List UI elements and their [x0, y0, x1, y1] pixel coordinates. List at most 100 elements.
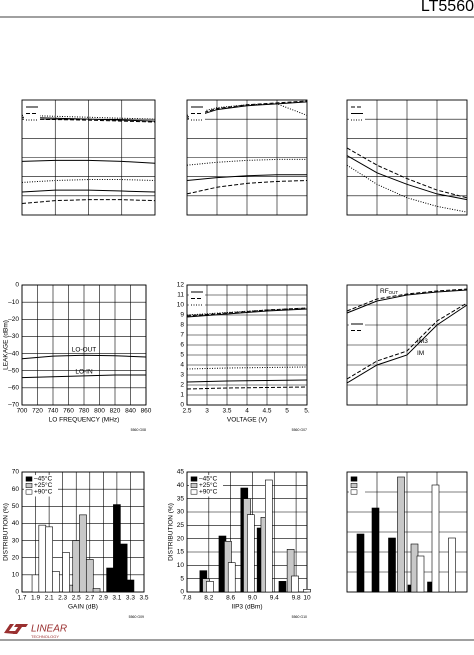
x-tick-label: 700	[17, 408, 28, 415]
y-tick-label: 10	[177, 562, 185, 569]
x-tick-label: 1.7	[17, 595, 26, 602]
bar	[247, 514, 255, 593]
x-tick-label: 2.1	[45, 595, 54, 602]
bar	[286, 549, 295, 593]
bar	[38, 524, 47, 593]
bar	[265, 479, 273, 593]
y-tick-label: –10	[8, 299, 19, 306]
x-axis-label: LO FREQUENCY (MHz)	[49, 417, 120, 424]
y-tick-label: –60	[8, 385, 19, 392]
series-line	[346, 289, 468, 314]
series-line	[186, 174, 307, 181]
x-tick-label: 9.0	[248, 595, 257, 602]
y-tick-label: 40	[12, 520, 20, 527]
legend-swatch	[350, 483, 358, 488]
series-line	[346, 164, 468, 213]
bar	[278, 581, 287, 593]
plot-frame	[186, 99, 308, 216]
legend-swatch	[190, 483, 198, 488]
bar	[106, 567, 114, 593]
figure-note: 5560 G07	[292, 428, 307, 432]
legend-swatch	[190, 489, 198, 495]
bar	[388, 537, 396, 593]
series-line	[21, 374, 146, 379]
y-tick-label: 1	[180, 392, 184, 399]
x-tick-label: 10	[303, 595, 311, 602]
bar	[119, 543, 128, 593]
x-axis-label: GAIN (dB)	[68, 604, 98, 611]
x-tick-label: 8.6	[226, 595, 235, 602]
x-tick-label: 760	[63, 408, 74, 415]
annotation-subscript: OUT	[389, 290, 399, 295]
y-tick-label: 20	[12, 554, 20, 561]
series-line	[186, 307, 308, 316]
y-tick-label: 11	[177, 292, 184, 299]
legend-label: +25°C	[199, 481, 218, 489]
y-tick-label: 5	[180, 352, 184, 359]
series-line	[21, 118, 156, 123]
bar	[356, 533, 365, 593]
x-tick-label: 3.5	[222, 408, 231, 415]
x-tick-label: 740	[48, 408, 59, 415]
x-tick-label: 2.9	[99, 595, 108, 602]
part-number: LT5560	[421, 0, 474, 15]
x-tick-label: 2.7	[85, 595, 94, 602]
series-line	[186, 103, 308, 116]
y-tick-label: 8	[180, 322, 184, 329]
y-axis-label: DISTRIBUTION (%)	[3, 503, 10, 561]
series-line	[21, 189, 156, 193]
x-tick-label: 3.1	[112, 595, 121, 602]
bar	[92, 588, 101, 593]
x-tick-label: 5	[285, 408, 289, 415]
y-tick-label: 0	[180, 402, 184, 409]
legend-label: –45°C	[34, 475, 52, 483]
x-tick-label: 2.5	[72, 595, 81, 602]
y-tick-label: –70	[8, 402, 19, 409]
x-axis-label: IIP3 (dBm)	[231, 604, 262, 611]
x-tick-label: 7.8	[182, 595, 191, 602]
x-tick-label: 3.5	[139, 595, 148, 602]
figure-note: 5560 G09	[129, 615, 144, 619]
bar	[431, 484, 440, 593]
x-tick-label: 800	[94, 408, 105, 415]
figure-note: 5560 G08	[131, 428, 146, 432]
legend-label: +90°C	[199, 488, 218, 496]
annotation-text: IM	[417, 350, 424, 357]
y-tick-label: –20	[8, 316, 19, 323]
y-axis-label: DISTRIBUTION (%)	[168, 503, 175, 561]
y-tick-label: 10	[12, 572, 20, 579]
y-tick-label: 0	[180, 589, 184, 596]
y-tick-label: –50	[8, 367, 19, 374]
plot-frame	[186, 284, 308, 406]
y-tick-label: 4	[180, 362, 184, 369]
x-tick-label: 2.5	[182, 408, 191, 415]
x-tick-label: 2.3	[58, 595, 67, 602]
y-tick-label: 0	[15, 589, 19, 596]
plot-frame	[346, 284, 468, 406]
x-tick-label: 720	[32, 408, 43, 415]
bar	[416, 555, 425, 593]
x-tick-label: 4	[245, 408, 249, 415]
bar	[448, 537, 456, 593]
bar	[52, 571, 60, 593]
bar	[85, 559, 94, 593]
legend-swatch	[25, 489, 33, 495]
series-line	[346, 155, 468, 201]
series-line	[186, 100, 308, 118]
bar	[227, 562, 236, 593]
bar	[79, 514, 87, 593]
bar	[45, 526, 53, 593]
legend-label: +90°C	[34, 488, 53, 496]
y-tick-label: 7	[180, 332, 184, 339]
y-tick-label: 40	[177, 482, 185, 489]
series-line	[21, 179, 156, 183]
series-line	[21, 114, 156, 120]
legend-label: +25°C	[34, 481, 53, 489]
legend-swatch	[350, 489, 358, 495]
series-line	[21, 199, 156, 204]
y-axis-label: LEAKAGE (dBm)	[3, 320, 10, 370]
figure-note: 5560 G10	[292, 615, 307, 619]
series-line	[186, 101, 308, 120]
series-line	[186, 180, 308, 195]
